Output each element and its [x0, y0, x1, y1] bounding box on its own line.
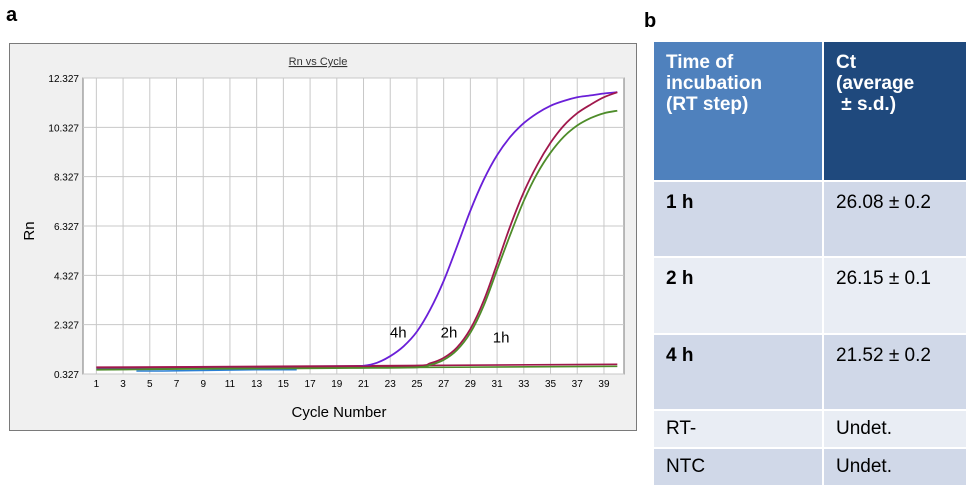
- cell-condition: 4 h: [652, 332, 824, 411]
- y-tick-label: 10.327: [48, 123, 79, 134]
- table-header-row: Time of incubation (RT step) Ct (average…: [652, 40, 968, 182]
- chart-title: Rn vs Cycle: [289, 56, 348, 68]
- cell-condition: 2 h: [652, 256, 824, 335]
- x-tick-label: 29: [465, 379, 477, 390]
- x-tick-label: 27: [438, 379, 450, 390]
- panel-label-b: b: [644, 10, 657, 32]
- x-tick-label: 17: [305, 379, 317, 390]
- cell-ct: Undet.: [822, 446, 968, 487]
- header-line: Ct: [836, 52, 857, 73]
- y-axis-label: Rn: [21, 221, 38, 240]
- y-tick-label: 4.327: [54, 271, 79, 282]
- x-tick-label: 11: [225, 379, 236, 390]
- grid: [83, 77, 624, 375]
- amplification-plot: Rn vs Cycle 1 3 5 7 9 11 13 15 17 19 21 23 25 27 29 31 3…: [9, 43, 637, 431]
- series-line-2h: [96, 91, 618, 369]
- curve-label: 1h: [493, 330, 510, 347]
- table-row: RT- Undet.: [652, 408, 968, 449]
- y-tick-label: 0.327: [54, 370, 79, 381]
- header-line: incubation: [666, 73, 763, 94]
- y-tick-label: 6.327: [54, 222, 79, 233]
- series-group: [96, 91, 618, 372]
- x-tick-label: 9: [200, 379, 206, 390]
- header-line: ± s.d.): [836, 94, 897, 115]
- x-tick-label: 15: [278, 379, 290, 390]
- y-tick-labels: 0.327 2.327 4.327 6.327 8.327 10.327 12.327: [48, 74, 79, 381]
- cell-condition: NTC: [652, 446, 824, 487]
- x-tick-label: 39: [598, 379, 610, 390]
- x-axis-label: Cycle Number: [291, 404, 386, 421]
- x-tick-label: 3: [120, 379, 126, 390]
- cell-ct: 26.15 ± 0.1: [822, 256, 968, 335]
- cell-ct: 26.08 ± 0.2: [822, 179, 968, 259]
- y-tick-label: 12.327: [48, 74, 79, 85]
- curve-label: 4h: [390, 325, 407, 342]
- header-time-of-incubation: Time of incubation (RT step): [652, 40, 824, 182]
- table-row: 1 h 26.08 ± 0.2: [652, 179, 968, 259]
- curve-label: 2h: [441, 325, 458, 342]
- x-tick-label: 1: [94, 379, 100, 390]
- x-tick-labels: 1 3 5 7 9 11 13 15 17 19 21 23 25 27 29 31 33 35 37 39: [94, 379, 610, 390]
- header-ct: Ct (average ± s.d.): [822, 40, 968, 182]
- cell-condition: RT-: [652, 408, 824, 449]
- x-tick-label: 23: [385, 379, 397, 390]
- y-tick-label: 2.327: [54, 321, 79, 332]
- table-row: 4 h 21.52 ± 0.2: [652, 332, 968, 411]
- y-tick-label: 8.327: [54, 173, 79, 184]
- x-tick-label: 33: [518, 379, 530, 390]
- x-tick-label: 7: [174, 379, 180, 390]
- cell-ct: 21.52 ± 0.2: [822, 332, 968, 411]
- amplification-chart-svg: Rn vs Cycle 1 3 5 7 9 11 13 15 17 19 21 23 25 27 29 31 3…: [21, 56, 625, 421]
- x-tick-label: 19: [331, 379, 343, 390]
- header-line: (RT step): [666, 94, 749, 115]
- header-line: Time of: [666, 52, 734, 73]
- x-tick-label: 35: [545, 379, 557, 390]
- x-tick-label: 37: [572, 379, 584, 390]
- curve-labels: 4h 2h 1h: [390, 325, 510, 347]
- series-line-1h: [96, 109, 618, 371]
- x-tick-label: 25: [411, 379, 423, 390]
- x-tick-label: 13: [251, 379, 263, 390]
- baseline-line: [136, 368, 297, 372]
- x-tick-label: 21: [358, 379, 370, 390]
- panel-label-a: a: [6, 4, 18, 26]
- table-row: 2 h 26.15 ± 0.1: [652, 256, 968, 335]
- header-line: (average: [836, 73, 915, 94]
- cell-condition: 1 h: [652, 179, 824, 259]
- x-tick-label: 31: [492, 379, 504, 390]
- ct-table: Time of incubation (RT step) Ct (average…: [652, 40, 968, 487]
- cell-ct: Undet.: [822, 408, 968, 449]
- table-row: NTC Undet.: [652, 446, 968, 487]
- x-tick-label: 5: [147, 379, 153, 390]
